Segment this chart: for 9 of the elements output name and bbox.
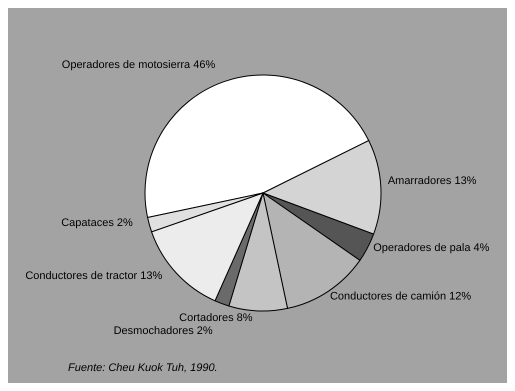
slice-label: Conductores de tractor 13% xyxy=(25,270,163,282)
slice-label: Operadores de motosierra 46% xyxy=(62,59,216,72)
slice-label: Operadores de pala 4% xyxy=(373,242,490,254)
source-note: Fuente: Cheu Kuok Tuh, 1990. xyxy=(68,362,218,374)
slice-label: Conductores de camión 12% xyxy=(330,290,472,302)
slice-label: Cortadores 8% xyxy=(179,312,253,324)
slice-label: Capataces 2% xyxy=(61,216,134,229)
slice-label: Amarradores 13% xyxy=(388,175,477,188)
slice-label: Desmochadores 2% xyxy=(114,324,213,337)
